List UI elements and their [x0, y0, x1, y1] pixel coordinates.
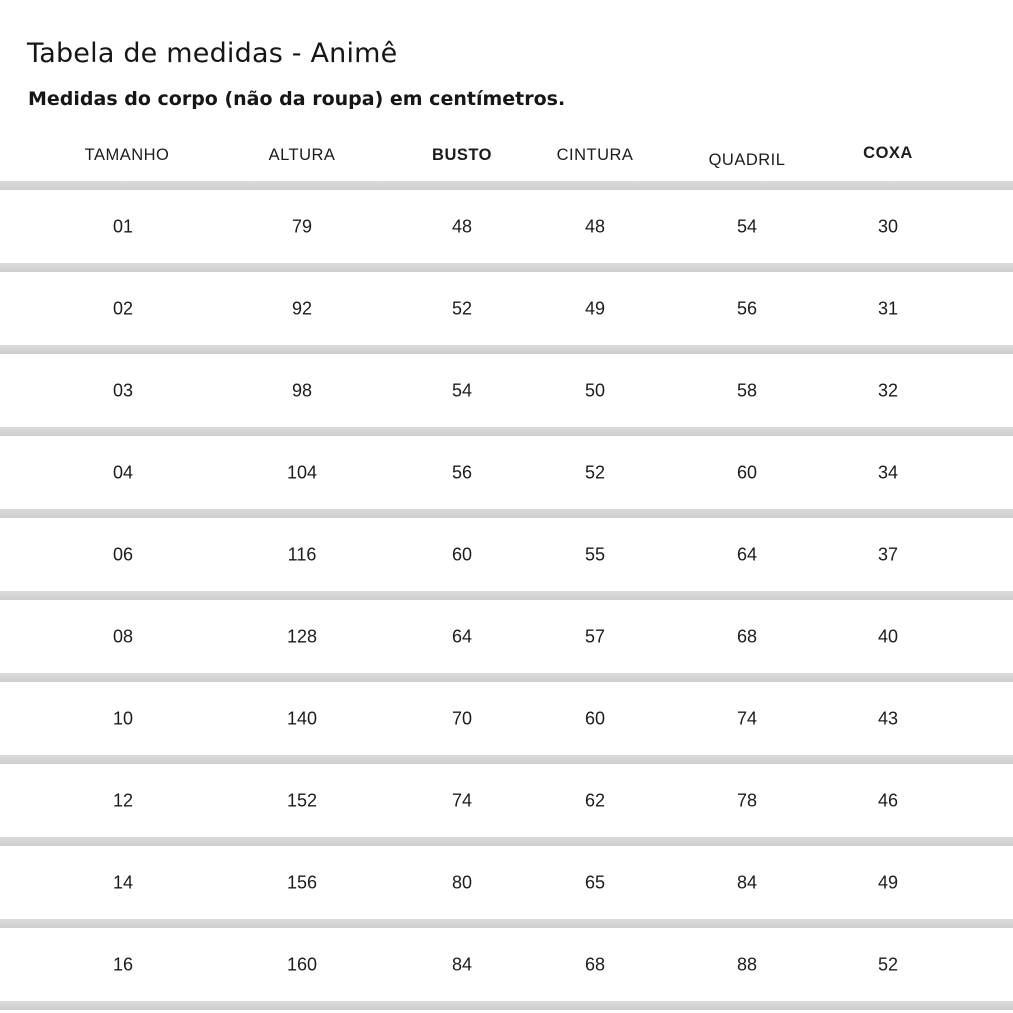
table-row: 06 116 60 55 64 37: [0, 518, 1013, 591]
cell-tamanho: 06: [112, 544, 134, 564]
row-divider: [0, 1001, 1013, 1010]
cell-quadril: 64: [736, 544, 758, 564]
page-subtitle: Medidas do corpo (não da roupa) em centí…: [28, 88, 566, 110]
cell-cintura: 60: [584, 708, 606, 728]
cell-tamanho: 10: [112, 708, 134, 728]
table-header: TAMANHO ALTURA BUSTO CINTURA QUADRIL COX…: [0, 0, 1013, 181]
cell-quadril: 54: [736, 216, 758, 236]
table-row: 08 128 64 57 68 40: [0, 600, 1013, 673]
cell-coxa: 30: [877, 216, 899, 236]
row-divider: [0, 181, 1013, 190]
cell-cintura: 52: [584, 462, 606, 482]
table-body: 01 79 48 48 54 30 02 92 52 49 56 31 03 9…: [0, 181, 1013, 1010]
cell-quadril: 88: [736, 954, 758, 974]
row-divider: [0, 673, 1013, 682]
cell-busto: 64: [451, 626, 473, 646]
cell-tamanho: 04: [112, 462, 134, 482]
cell-busto: 52: [451, 298, 473, 318]
page-title: Tabela de medidas - Animê: [27, 38, 398, 69]
cell-tamanho: 03: [112, 380, 134, 400]
cell-tamanho: 01: [112, 216, 134, 236]
cell-altura: 152: [286, 790, 318, 810]
cell-coxa: 37: [877, 544, 899, 564]
cell-quadril: 68: [736, 626, 758, 646]
cell-cintura: 55: [584, 544, 606, 564]
column-header-altura: ALTURA: [268, 146, 336, 164]
cell-coxa: 52: [877, 954, 899, 974]
row-divider: [0, 263, 1013, 272]
cell-cintura: 49: [584, 298, 606, 318]
cell-busto: 84: [451, 954, 473, 974]
row-divider: [0, 755, 1013, 764]
table-row: 02 92 52 49 56 31: [0, 272, 1013, 345]
cell-altura: 104: [286, 462, 318, 482]
cell-cintura: 48: [584, 216, 606, 236]
cell-coxa: 43: [877, 708, 899, 728]
column-header-tamanho: TAMANHO: [84, 146, 170, 164]
table-row: 12 152 74 62 78 46: [0, 764, 1013, 837]
row-divider: [0, 591, 1013, 600]
cell-altura: 79: [291, 216, 313, 236]
cell-quadril: 60: [736, 462, 758, 482]
cell-busto: 80: [451, 872, 473, 892]
cell-altura: 128: [286, 626, 318, 646]
cell-coxa: 34: [877, 462, 899, 482]
column-header-busto: BUSTO: [432, 146, 492, 164]
column-header-quadril: QUADRIL: [708, 151, 786, 169]
cell-coxa: 46: [877, 790, 899, 810]
row-divider: [0, 919, 1013, 928]
cell-cintura: 65: [584, 872, 606, 892]
cell-cintura: 57: [584, 626, 606, 646]
column-header-cintura: CINTURA: [556, 146, 634, 164]
cell-tamanho: 14: [112, 872, 134, 892]
column-header-coxa: COXA: [863, 144, 913, 162]
cell-tamanho: 08: [112, 626, 134, 646]
row-divider: [0, 427, 1013, 436]
table-row: 10 140 70 60 74 43: [0, 682, 1013, 755]
cell-busto: 48: [451, 216, 473, 236]
cell-tamanho: 02: [112, 298, 134, 318]
cell-busto: 74: [451, 790, 473, 810]
cell-busto: 54: [451, 380, 473, 400]
cell-busto: 60: [451, 544, 473, 564]
cell-busto: 70: [451, 708, 473, 728]
row-divider: [0, 837, 1013, 846]
cell-cintura: 62: [584, 790, 606, 810]
cell-tamanho: 16: [112, 954, 134, 974]
cell-coxa: 32: [877, 380, 899, 400]
cell-quadril: 84: [736, 872, 758, 892]
cell-tamanho: 12: [112, 790, 134, 810]
cell-altura: 156: [286, 872, 318, 892]
cell-coxa: 31: [877, 298, 899, 318]
cell-altura: 160: [286, 954, 318, 974]
cell-quadril: 56: [736, 298, 758, 318]
cell-altura: 92: [291, 298, 313, 318]
table-row: 01 79 48 48 54 30: [0, 190, 1013, 263]
cell-quadril: 74: [736, 708, 758, 728]
row-divider: [0, 509, 1013, 518]
table-row: 03 98 54 50 58 32: [0, 354, 1013, 427]
cell-cintura: 68: [584, 954, 606, 974]
cell-quadril: 78: [736, 790, 758, 810]
cell-busto: 56: [451, 462, 473, 482]
cell-coxa: 40: [877, 626, 899, 646]
cell-altura: 98: [291, 380, 313, 400]
table-row: 14 156 80 65 84 49: [0, 846, 1013, 919]
cell-coxa: 49: [877, 872, 899, 892]
cell-altura: 140: [286, 708, 318, 728]
cell-altura: 116: [287, 544, 317, 564]
table-row: 04 104 56 52 60 34: [0, 436, 1013, 509]
table-row: 16 160 84 68 88 52: [0, 928, 1013, 1001]
cell-quadril: 58: [736, 380, 758, 400]
cell-cintura: 50: [584, 380, 606, 400]
row-divider: [0, 345, 1013, 354]
